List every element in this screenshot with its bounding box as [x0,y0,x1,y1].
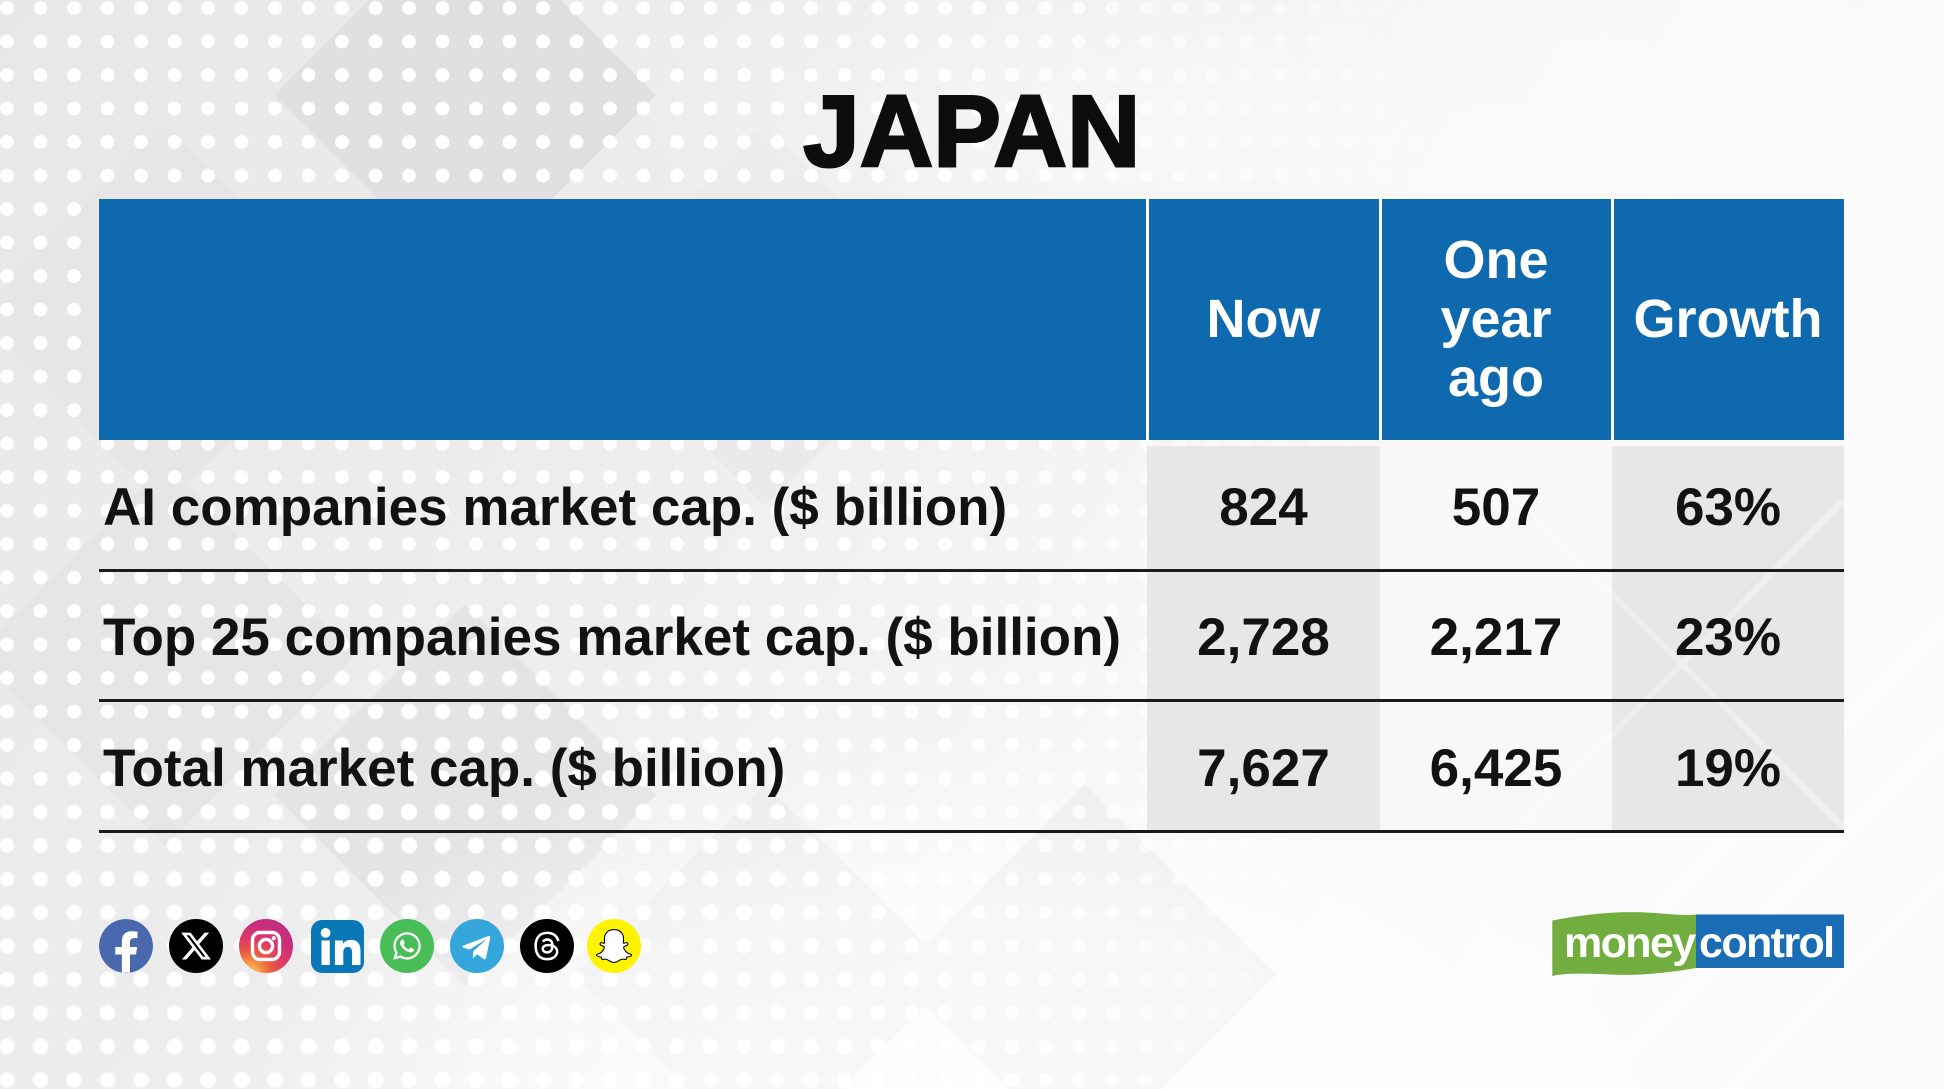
svg-text:control: control [1699,919,1834,967]
svg-text:money: money [1564,919,1696,967]
